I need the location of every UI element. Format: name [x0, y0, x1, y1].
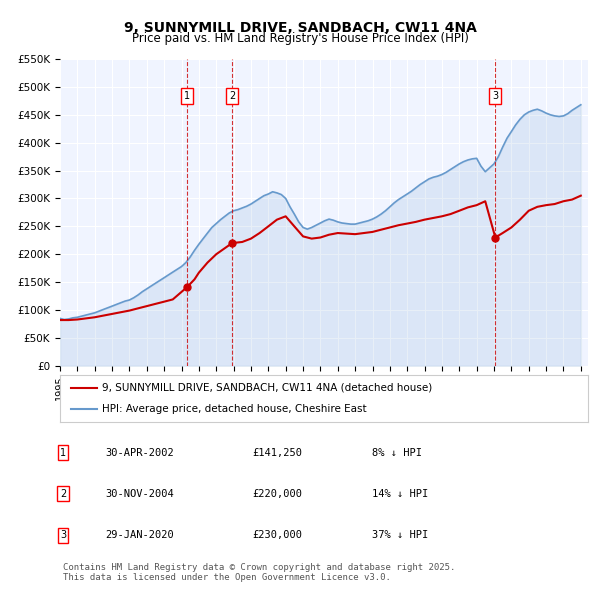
- Text: 29-JAN-2020: 29-JAN-2020: [105, 530, 174, 540]
- Text: 1: 1: [184, 91, 190, 101]
- Text: £230,000: £230,000: [252, 530, 302, 540]
- Text: 8% ↓ HPI: 8% ↓ HPI: [372, 448, 422, 457]
- Text: Contains HM Land Registry data © Crown copyright and database right 2025.
This d: Contains HM Land Registry data © Crown c…: [63, 563, 455, 582]
- Text: 3: 3: [492, 91, 499, 101]
- Text: 2: 2: [60, 489, 66, 499]
- Text: 9, SUNNYMILL DRIVE, SANDBACH, CW11 4NA: 9, SUNNYMILL DRIVE, SANDBACH, CW11 4NA: [124, 21, 476, 35]
- Text: Price paid vs. HM Land Registry's House Price Index (HPI): Price paid vs. HM Land Registry's House …: [131, 32, 469, 45]
- Text: 9, SUNNYMILL DRIVE, SANDBACH, CW11 4NA (detached house): 9, SUNNYMILL DRIVE, SANDBACH, CW11 4NA (…: [102, 383, 433, 393]
- Text: 3: 3: [60, 530, 66, 540]
- Text: £141,250: £141,250: [252, 448, 302, 457]
- Text: 30-APR-2002: 30-APR-2002: [105, 448, 174, 457]
- Text: HPI: Average price, detached house, Cheshire East: HPI: Average price, detached house, Ches…: [102, 404, 367, 414]
- Text: 2: 2: [229, 91, 235, 101]
- Text: 1: 1: [60, 448, 66, 457]
- Text: 30-NOV-2004: 30-NOV-2004: [105, 489, 174, 499]
- Text: 37% ↓ HPI: 37% ↓ HPI: [372, 530, 428, 540]
- Text: £220,000: £220,000: [252, 489, 302, 499]
- Text: 14% ↓ HPI: 14% ↓ HPI: [372, 489, 428, 499]
